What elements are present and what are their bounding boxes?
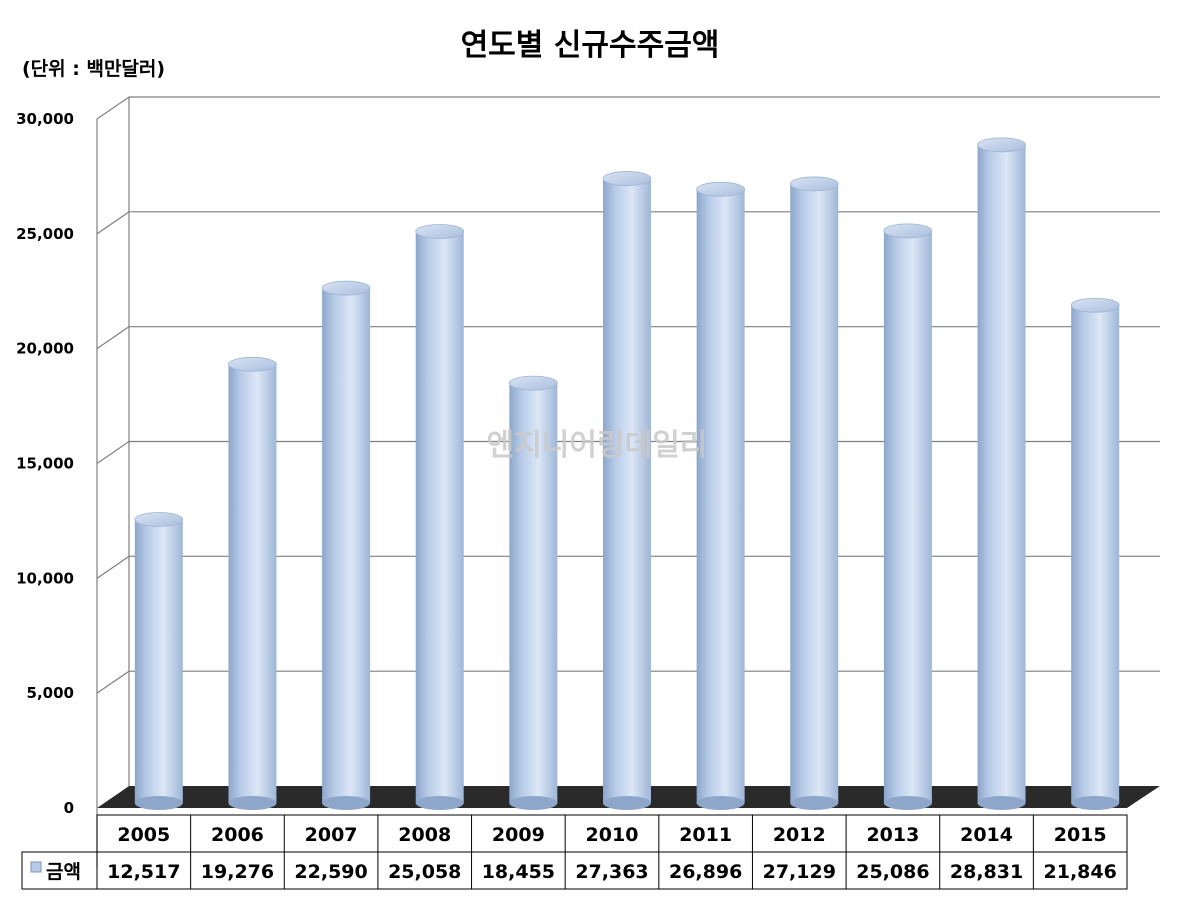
y-tick-label: 10,000 xyxy=(16,569,74,587)
bar-top xyxy=(228,356,277,372)
x-tick-label: 2010 xyxy=(586,824,639,846)
data-label: 12,517 xyxy=(107,861,180,883)
grid-line xyxy=(96,670,130,694)
data-label: 18,455 xyxy=(482,861,555,883)
y-tick-label: 5,000 xyxy=(27,684,74,702)
bar-top xyxy=(321,280,371,296)
legend-label: 금액 xyxy=(46,861,81,883)
bar-base xyxy=(134,796,183,810)
bar xyxy=(977,144,1026,804)
data-label: 19,276 xyxy=(201,861,274,883)
bar-base xyxy=(977,796,1026,810)
grid-line xyxy=(96,326,130,350)
bar-base xyxy=(415,796,464,810)
bar-top xyxy=(883,223,933,239)
bar-top xyxy=(789,176,839,192)
bars xyxy=(134,137,1120,810)
x-tick-label: 2008 xyxy=(398,824,451,846)
data-label: 27,363 xyxy=(575,861,648,883)
bar xyxy=(1071,305,1120,803)
x-tick-label: 2014 xyxy=(960,824,1013,846)
data-label: 25,058 xyxy=(388,861,461,883)
bar-base xyxy=(603,796,651,810)
bar xyxy=(228,364,277,803)
bar xyxy=(603,178,651,803)
data-label: 27,129 xyxy=(763,861,836,883)
bar xyxy=(696,189,745,804)
data-label: 26,896 xyxy=(669,861,742,883)
chart-title: 연도별 신규수주금액 xyxy=(461,28,720,63)
bar-top xyxy=(134,512,184,527)
grid-line xyxy=(96,211,130,235)
bar-base xyxy=(509,796,558,810)
legend-swatch xyxy=(30,861,42,873)
bar xyxy=(790,183,839,803)
bar-base xyxy=(228,796,277,810)
bar-base xyxy=(1071,796,1120,810)
y-axis-ticks: 0 5,000 10,000 15,000 20,000 25,000 30,000 xyxy=(16,110,74,817)
bar-top xyxy=(1070,297,1120,313)
x-tick-label: 2009 xyxy=(492,824,545,846)
watermark: 엔지니어링데일리 xyxy=(487,428,708,463)
bar-base xyxy=(696,796,745,810)
data-label: 25,086 xyxy=(856,861,929,883)
bar xyxy=(134,519,183,803)
grid-line xyxy=(96,555,130,579)
x-tick-label: 2012 xyxy=(773,824,826,846)
y-tick-label: 25,000 xyxy=(16,225,74,243)
y-tick-label: 20,000 xyxy=(16,340,74,358)
x-tick-label: 2013 xyxy=(866,824,919,846)
bar-top xyxy=(977,137,1026,153)
bar-top xyxy=(696,181,746,197)
x-tick-label: 2006 xyxy=(211,824,264,846)
data-label: 28,831 xyxy=(950,861,1023,883)
bar-top xyxy=(415,224,465,239)
bar xyxy=(322,288,371,804)
x-tick-label: 2011 xyxy=(679,824,732,846)
data-label: 21,846 xyxy=(1044,861,1117,883)
bar-base xyxy=(883,796,932,810)
bar xyxy=(883,230,932,803)
bar-base xyxy=(790,796,839,810)
y-tick-label: 0 xyxy=(64,799,74,817)
grid-line xyxy=(96,441,130,464)
x-tick-label: 2015 xyxy=(1054,824,1107,846)
bar-top xyxy=(602,171,652,186)
bar-base xyxy=(322,796,371,810)
grid-line xyxy=(96,96,130,120)
bar xyxy=(415,231,464,803)
y-tick-label: 15,000 xyxy=(16,455,74,473)
x-tick-label: 2005 xyxy=(117,824,170,846)
bar-top xyxy=(508,375,558,391)
x-tick-label: 2007 xyxy=(305,824,358,846)
data-label: 22,590 xyxy=(294,861,367,883)
y-tick-label: 30,000 xyxy=(16,110,74,128)
unit-label: (단위 : 백만달러) xyxy=(22,58,165,80)
bar xyxy=(509,383,558,803)
data-table: 2005 12,517 2006 19,276 2007 22,590 2008 25,058… xyxy=(21,814,1128,890)
